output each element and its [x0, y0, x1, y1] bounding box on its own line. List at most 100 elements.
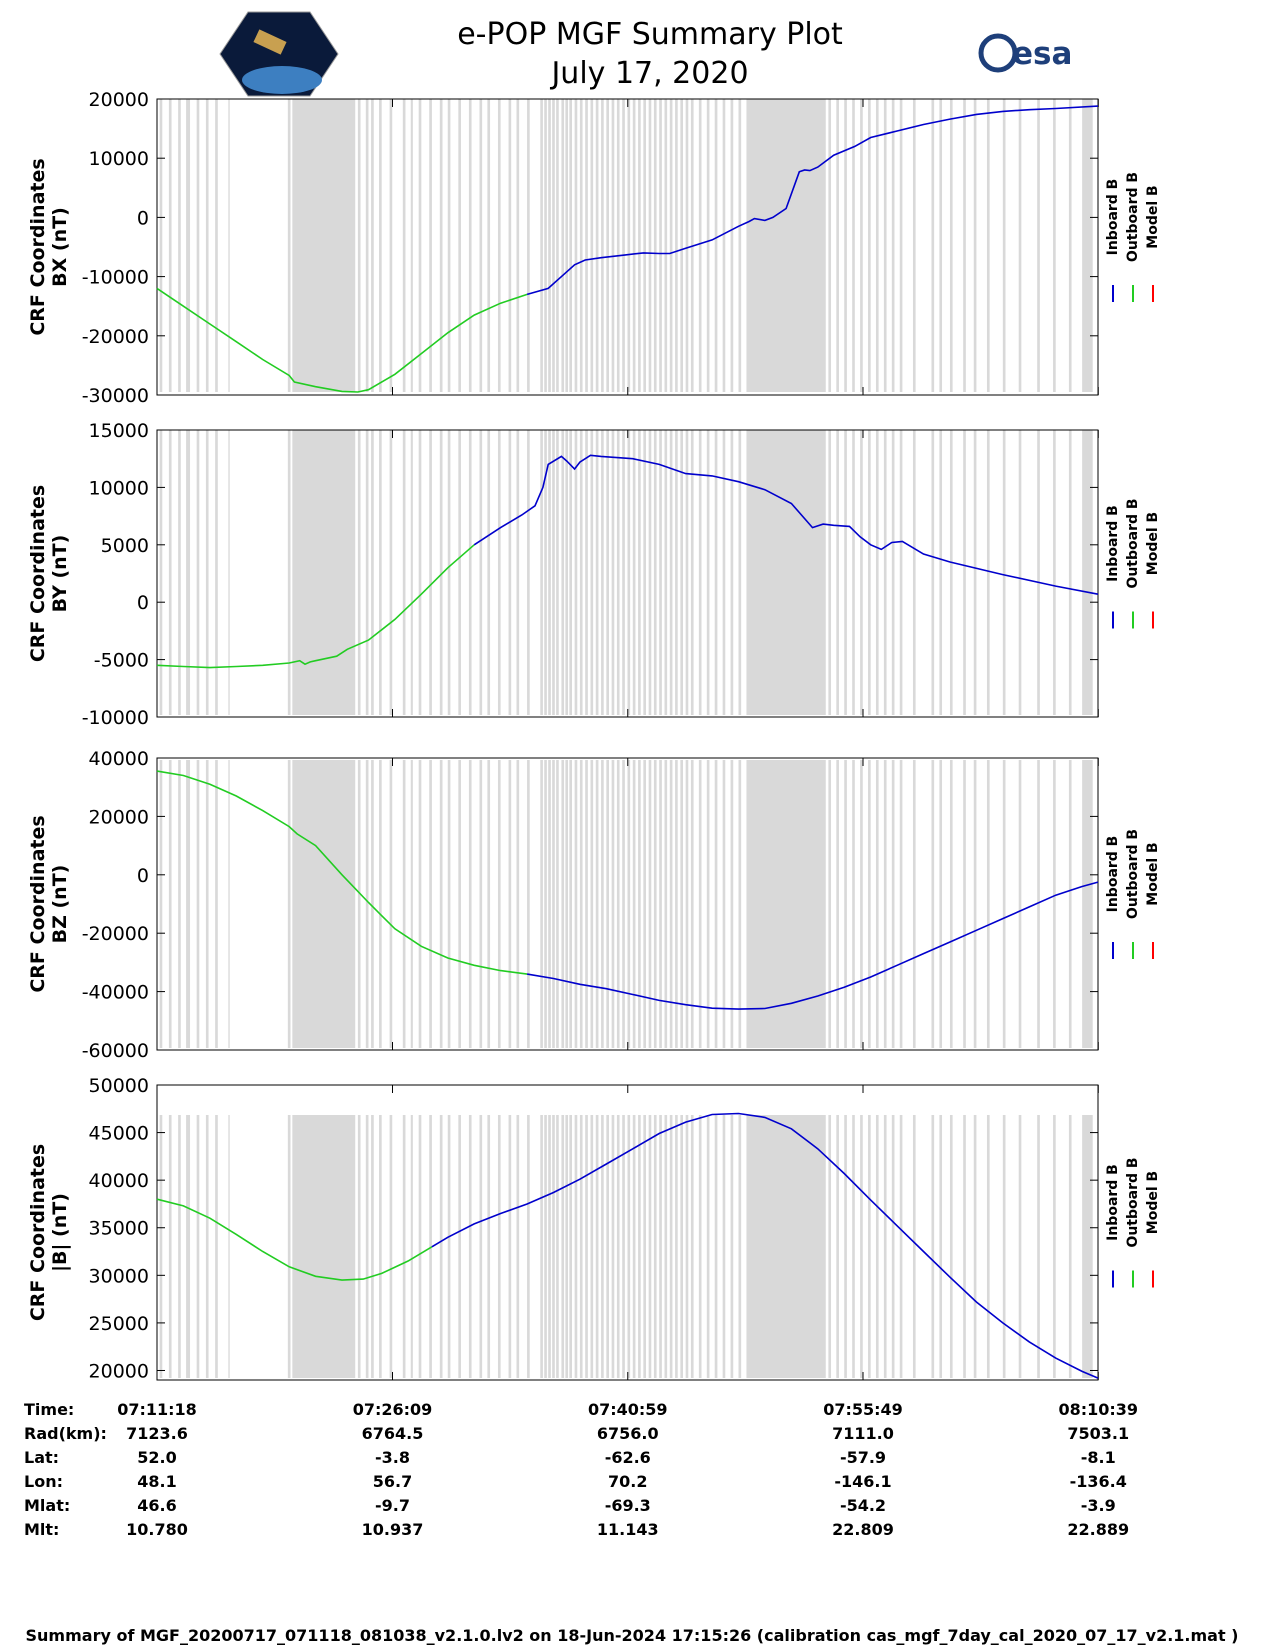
y-tick-label: 10000	[89, 477, 149, 499]
gap-bar	[963, 99, 966, 392]
y-tick-label: 40000	[89, 1170, 149, 1192]
gap-bar	[698, 99, 702, 392]
gap-bar	[389, 1115, 393, 1378]
info-cell: 6764.5	[362, 1424, 424, 1443]
info-cell: 6756.0	[597, 1424, 659, 1443]
gap-bar	[458, 430, 461, 715]
gap-bar	[698, 1115, 702, 1378]
gap-bar	[638, 760, 641, 1048]
gap-bar	[371, 430, 374, 715]
gap-bar	[601, 760, 604, 1048]
gap-bar	[606, 430, 609, 715]
gap-bar	[178, 99, 181, 392]
gap-bar	[439, 430, 443, 715]
gap-bar	[1002, 99, 1006, 392]
legend-label: Inboard B	[1105, 1164, 1121, 1241]
info-cell: -3.9	[1081, 1496, 1116, 1515]
gap-bar	[186, 99, 191, 392]
gap-bar	[215, 760, 218, 1048]
gap-bar	[574, 760, 578, 1048]
gap-bar	[622, 760, 625, 1048]
gap-bar	[844, 760, 847, 1048]
gap-bar	[669, 1115, 673, 1378]
gap-bar	[912, 1115, 916, 1378]
gap-bar	[228, 1115, 230, 1378]
gap-bar	[828, 760, 832, 1048]
gap-bar	[675, 760, 678, 1048]
info-cell: -54.2	[840, 1496, 886, 1515]
gap-bar	[828, 99, 832, 392]
gap-bar	[429, 430, 432, 715]
gap-bar	[852, 1115, 855, 1378]
gap-bar	[497, 760, 501, 1048]
info-cell: -136.4	[1070, 1472, 1127, 1491]
gap-bar	[664, 1115, 668, 1378]
gap-bar	[722, 1115, 726, 1378]
gap-bar	[487, 99, 491, 392]
gap-bar	[516, 760, 520, 1048]
gap-bar	[186, 760, 191, 1048]
gap-bar	[949, 430, 953, 715]
gap-bar	[540, 430, 543, 715]
title-line-1: e-POP MGF Summary Plot	[457, 17, 843, 52]
gap-bar	[931, 1115, 935, 1378]
footer-caption: Summary of MGF_20200717_071118_081038_v2…	[26, 1626, 1239, 1645]
gap-bar	[986, 99, 990, 392]
y-tick-label: 25000	[89, 1313, 149, 1335]
gap-bar	[178, 1115, 181, 1378]
info-row-label: Lon:	[24, 1472, 63, 1491]
gap-bar	[690, 760, 694, 1048]
gap-bar	[664, 430, 668, 715]
gap-bar	[479, 1115, 483, 1378]
gap-bar	[722, 760, 726, 1048]
gap-bar	[439, 1115, 443, 1378]
gap-bar	[548, 760, 551, 1048]
gap-bar	[616, 99, 620, 392]
y-axis-label-line2: |B| (nT)	[49, 1193, 71, 1272]
gap-bar	[680, 760, 684, 1048]
gap-bar	[891, 99, 895, 392]
gap-bar	[891, 760, 895, 1048]
gap-bar	[698, 760, 702, 1048]
gap-bar	[548, 1115, 551, 1378]
info-cell: 22.889	[1067, 1520, 1129, 1539]
y-tick-label: 15000	[89, 420, 149, 442]
gap-bar	[447, 760, 451, 1048]
gap-bar	[1018, 99, 1022, 392]
gap-bar	[706, 430, 710, 715]
gap-bar	[292, 99, 356, 392]
gap-bar	[860, 430, 863, 715]
gap-bar	[632, 1115, 636, 1378]
gap-bar	[643, 1115, 647, 1378]
gap-bar	[1053, 760, 1056, 1048]
gap-bar	[685, 760, 689, 1048]
gap-bar	[497, 1115, 501, 1378]
gap-bar	[611, 760, 615, 1048]
legend-label: Outboard B	[1125, 1157, 1141, 1247]
gap-bar	[746, 1115, 826, 1378]
gap-bar	[730, 430, 734, 715]
gap-bar	[540, 760, 543, 1048]
info-row-label: Mlt:	[24, 1520, 59, 1539]
gap-bar	[653, 99, 657, 392]
y-tick-label: -5000	[94, 650, 149, 672]
gap-bar	[883, 99, 887, 392]
gap-bar	[228, 99, 230, 392]
info-cell: -3.8	[375, 1448, 410, 1467]
gap-bar	[875, 99, 879, 392]
gap-bar	[632, 760, 636, 1048]
legend-label: Inboard B	[1105, 836, 1121, 913]
gap-bar	[508, 99, 512, 392]
gap-bar	[527, 99, 530, 392]
info-cell: 48.1	[137, 1472, 176, 1491]
info-cell: 07:11:18	[117, 1400, 197, 1419]
y-tick-label: 0	[137, 207, 149, 229]
gap-bar	[669, 430, 673, 715]
gap-bar	[680, 430, 684, 715]
gap-bar	[379, 99, 382, 392]
gap-bar	[746, 99, 826, 392]
gap-bar	[852, 430, 855, 715]
gap-bar	[196, 760, 200, 1048]
title-line-2: July 17, 2020	[549, 56, 748, 91]
gap-bar	[585, 760, 588, 1048]
